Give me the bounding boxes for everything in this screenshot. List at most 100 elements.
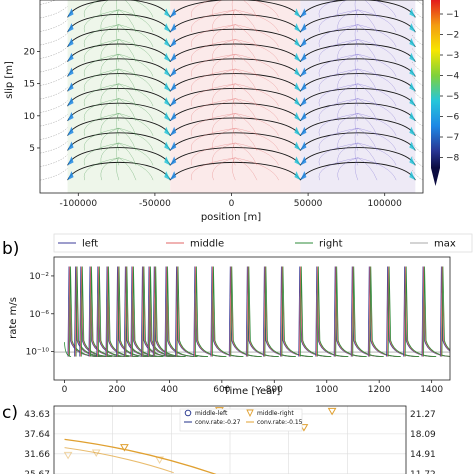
interseismic-contour <box>412 61 423 73</box>
interseismic-contour <box>40 140 68 154</box>
panel-a-ylabel: slip [m] <box>4 61 15 99</box>
x-tick-label: 100000 <box>368 199 403 209</box>
rupture-front <box>118 68 154 92</box>
series-right-event <box>316 266 349 357</box>
rupture-front <box>118 128 137 151</box>
interseismic-contour <box>40 46 68 59</box>
rupture-front <box>83 98 119 122</box>
rupture-front <box>235 113 258 136</box>
rupture-front <box>100 24 119 48</box>
rupture-front <box>100 127 119 151</box>
rupture-front <box>212 113 236 136</box>
colorbar-tick-label: −5 <box>446 92 459 102</box>
rupture-front <box>231 128 236 151</box>
rupture-front <box>116 39 120 62</box>
interseismic-contour <box>40 5 68 19</box>
series-right-event <box>281 266 313 357</box>
point-middle-right <box>91 449 101 457</box>
rupture-envelope <box>300 132 416 151</box>
edge-spike <box>170 37 177 47</box>
edge-spike <box>294 23 301 33</box>
rupture-front <box>235 9 258 33</box>
rupture-front <box>118 142 154 166</box>
rupture-front <box>118 39 137 62</box>
rupture-front <box>318 0 338 18</box>
rupture-front <box>357 68 397 92</box>
rupture-front <box>100 83 119 107</box>
edge-spike <box>67 82 74 92</box>
rupture-front <box>100 9 119 33</box>
rupture-envelope <box>300 58 416 77</box>
rupture-front <box>357 9 378 33</box>
legend-marker <box>246 409 254 418</box>
rupture-front <box>83 157 119 181</box>
panel-c: c) 43.63 21.27 37.64 18.09 31.66 14.91 25.67 11… <box>2 403 436 474</box>
rupture-front <box>231 113 236 136</box>
edge-spike <box>409 97 416 107</box>
rupture-front <box>235 53 279 77</box>
point-middle-right <box>120 444 129 452</box>
rupture-envelope <box>67 58 171 77</box>
rupture-front <box>354 39 359 62</box>
interseismic-contour <box>40 0 57 5</box>
edge-spike <box>294 156 301 166</box>
rupture-front <box>235 83 258 107</box>
rupture-front <box>212 9 236 33</box>
legend-label: middle-left <box>195 410 228 417</box>
edge-spike <box>294 82 301 92</box>
rupture-front <box>337 83 358 107</box>
rupture-front <box>118 83 154 107</box>
legend-marker <box>184 409 192 417</box>
series-right-event <box>299 266 332 357</box>
series-left-event <box>439 266 450 357</box>
rupture-front <box>116 68 120 92</box>
edge-spike <box>170 52 177 62</box>
rupture-front <box>235 9 279 33</box>
rupture-front <box>231 142 236 166</box>
series-right-event <box>154 266 186 357</box>
rupture-front <box>116 9 120 33</box>
rupture-envelope <box>67 147 171 166</box>
interseismic-contour <box>412 75 423 86</box>
interseismic-contour <box>40 167 68 181</box>
fit-middle-right-band <box>64 447 174 474</box>
edge-spike <box>300 126 307 136</box>
interseismic-contour <box>412 156 423 167</box>
rupture-front <box>212 39 236 62</box>
rupture-front <box>231 9 236 33</box>
rupture-front <box>235 98 258 122</box>
y-tick-label-left: 43.63 <box>24 410 50 420</box>
edge-spike <box>170 156 177 166</box>
edge-spike <box>67 23 74 33</box>
x-tick-label: 1400 <box>420 385 443 395</box>
x-tick-label: 600 <box>213 385 230 395</box>
rupture-front <box>235 68 279 92</box>
rupture-front <box>118 9 154 33</box>
edge-spike <box>409 82 416 92</box>
edge-spike <box>67 52 74 62</box>
rupture-front <box>364 0 378 18</box>
edge-spike <box>164 156 171 166</box>
rupture-front <box>357 9 397 33</box>
edge-spike <box>67 97 74 107</box>
x-tick-label: 1000 <box>315 385 338 395</box>
rupture-front <box>318 24 358 48</box>
edge-spike <box>67 141 74 151</box>
rupture-front <box>118 113 137 136</box>
rupture-envelope <box>300 88 416 107</box>
edge-spike <box>409 67 416 77</box>
edge-spike <box>300 171 307 181</box>
rupture-front <box>337 142 358 166</box>
rupture-envelope <box>169 147 301 166</box>
edge-spike <box>300 37 307 47</box>
colorbar-tick-label: −3 <box>446 51 459 61</box>
rupture-front <box>357 98 397 122</box>
rupture-front <box>231 83 236 107</box>
colorbar-tick-label: −1 <box>446 10 459 20</box>
rupture-front <box>116 142 120 166</box>
rupture-front <box>318 142 358 166</box>
colorbar-tick-label: −8 <box>446 154 460 164</box>
rupture-front <box>83 113 119 136</box>
rupture-front <box>231 54 236 77</box>
rupture-front <box>118 24 154 48</box>
